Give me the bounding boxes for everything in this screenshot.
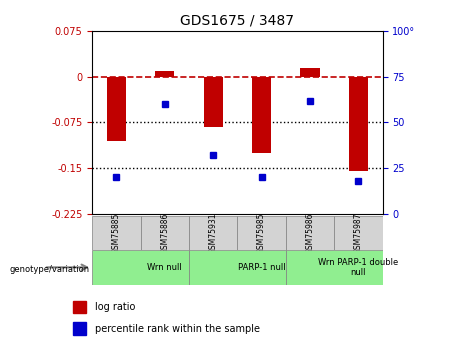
Title: GDS1675 / 3487: GDS1675 / 3487 [180,13,295,27]
Bar [73,301,86,313]
FancyBboxPatch shape [237,216,286,250]
Bar [155,71,174,77]
Bar [301,68,320,77]
Text: log ratio: log ratio [95,302,136,312]
FancyBboxPatch shape [92,250,189,285]
FancyBboxPatch shape [286,216,334,250]
Text: GSM75886: GSM75886 [160,212,169,254]
FancyBboxPatch shape [286,250,383,285]
Bar [349,77,368,171]
FancyBboxPatch shape [189,216,237,250]
Bar [107,77,126,141]
FancyBboxPatch shape [189,250,286,285]
Bar [73,322,86,335]
Text: GSM75986: GSM75986 [306,212,314,254]
Text: Wrn PARP-1 double
null: Wrn PARP-1 double null [318,258,399,277]
Text: GSM75985: GSM75985 [257,212,266,254]
FancyBboxPatch shape [334,216,383,250]
FancyBboxPatch shape [141,216,189,250]
FancyBboxPatch shape [92,216,141,250]
Bar [204,77,223,127]
Text: percentile rank within the sample: percentile rank within the sample [95,324,260,334]
Text: GSM75885: GSM75885 [112,212,121,254]
Text: GSM75987: GSM75987 [354,212,363,254]
Text: genotype/variation: genotype/variation [9,265,89,274]
Bar [252,77,271,153]
Text: GSM75931: GSM75931 [209,212,218,254]
Text: PARP-1 null: PARP-1 null [238,263,285,272]
Text: Wrn null: Wrn null [148,263,182,272]
